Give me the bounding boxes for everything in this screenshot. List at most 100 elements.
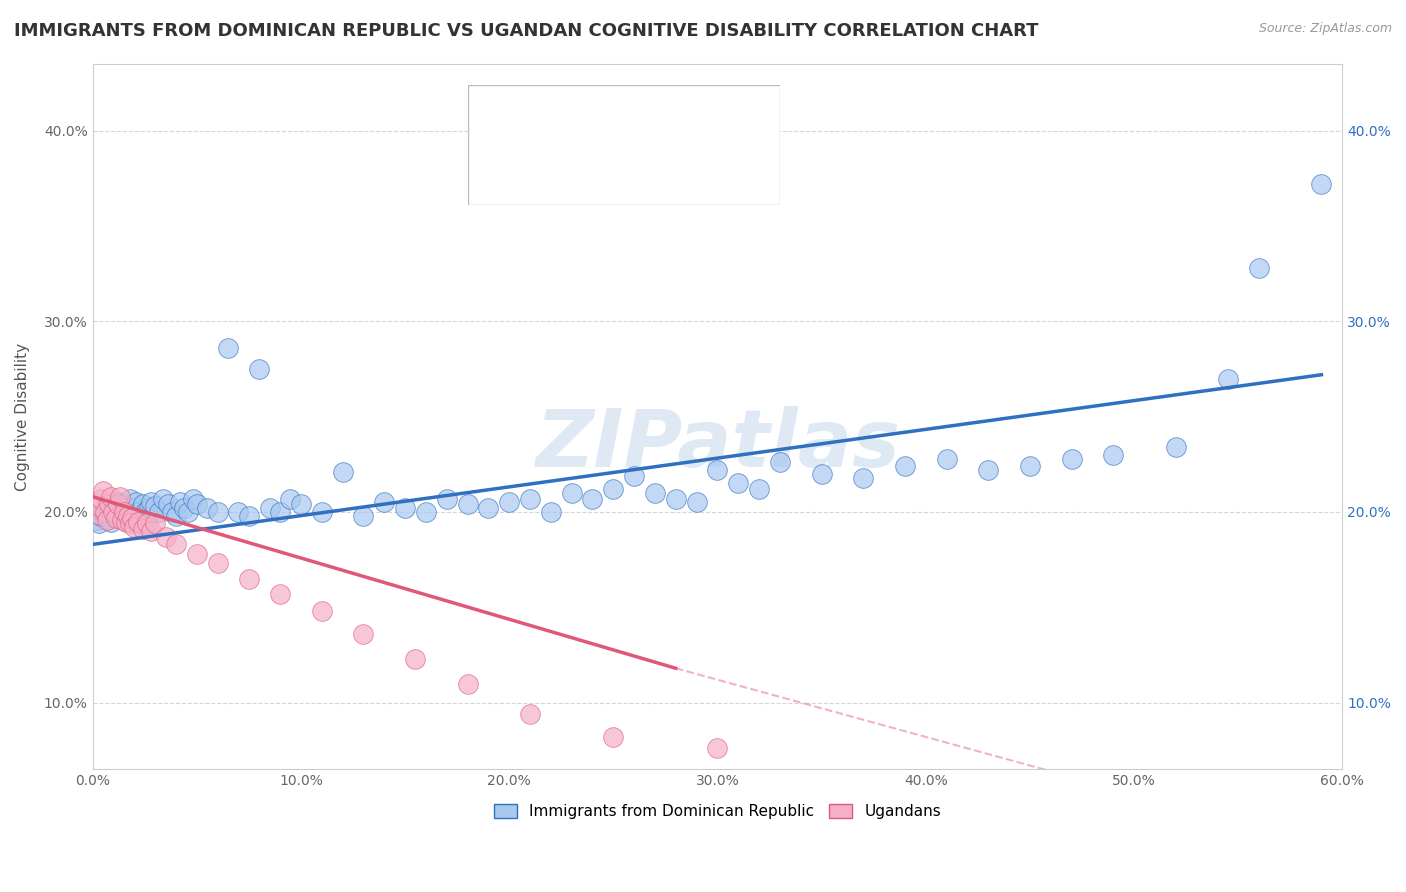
Point bbox=[373, 495, 395, 509]
Point bbox=[1216, 371, 1239, 385]
Point bbox=[120, 516, 142, 531]
Point bbox=[581, 491, 603, 506]
Point bbox=[115, 515, 138, 529]
Point bbox=[98, 497, 121, 511]
Point bbox=[121, 505, 143, 519]
Point bbox=[177, 505, 200, 519]
Point bbox=[108, 490, 131, 504]
Point bbox=[685, 495, 707, 509]
Point bbox=[135, 508, 157, 523]
Point bbox=[644, 486, 666, 500]
Point bbox=[332, 465, 354, 479]
Point bbox=[86, 513, 108, 527]
Point bbox=[91, 505, 114, 519]
Point bbox=[165, 508, 187, 523]
Point bbox=[415, 505, 437, 519]
Point bbox=[519, 706, 541, 721]
Point bbox=[131, 522, 153, 536]
Point bbox=[852, 471, 875, 485]
Point bbox=[87, 500, 110, 514]
Text: IMMIGRANTS FROM DOMINICAN REPUBLIC VS UGANDAN COGNITIVE DISABILITY CORRELATION C: IMMIGRANTS FROM DOMINICAN REPUBLIC VS UG… bbox=[14, 22, 1039, 40]
Point bbox=[1164, 440, 1187, 454]
Point bbox=[108, 505, 131, 519]
Point bbox=[810, 467, 832, 481]
Point bbox=[156, 497, 179, 511]
Point bbox=[977, 463, 1000, 477]
Point bbox=[103, 505, 125, 519]
Point bbox=[404, 652, 426, 666]
Point bbox=[238, 508, 260, 523]
Point bbox=[748, 482, 770, 496]
Point bbox=[115, 501, 138, 516]
Point bbox=[131, 497, 153, 511]
Point bbox=[280, 491, 302, 506]
Point bbox=[769, 455, 792, 469]
Point bbox=[311, 505, 333, 519]
Point bbox=[111, 513, 134, 527]
Point bbox=[706, 463, 728, 477]
Point bbox=[127, 505, 149, 519]
Point bbox=[125, 495, 148, 509]
Text: ZIPatlas: ZIPatlas bbox=[534, 406, 900, 483]
Point bbox=[112, 497, 135, 511]
Point bbox=[457, 497, 479, 511]
Point bbox=[94, 505, 117, 519]
Point bbox=[352, 508, 374, 523]
Point bbox=[207, 505, 229, 519]
Point bbox=[103, 500, 125, 514]
Point bbox=[519, 491, 541, 506]
Point bbox=[94, 501, 117, 516]
Point bbox=[112, 505, 135, 519]
Point bbox=[160, 505, 183, 519]
Point bbox=[138, 501, 160, 516]
Point bbox=[498, 495, 520, 509]
Point bbox=[120, 491, 142, 506]
Point bbox=[186, 547, 208, 561]
Point bbox=[90, 491, 112, 506]
Point bbox=[394, 501, 416, 516]
Point bbox=[727, 476, 749, 491]
Point bbox=[1247, 260, 1270, 275]
Point bbox=[665, 491, 688, 506]
Point bbox=[107, 495, 129, 509]
Point bbox=[134, 505, 156, 519]
Point bbox=[247, 362, 270, 376]
Point bbox=[117, 508, 139, 523]
Point bbox=[104, 507, 127, 521]
Point bbox=[87, 516, 110, 531]
Point bbox=[91, 483, 114, 498]
Point bbox=[104, 510, 127, 524]
Text: Source: ZipAtlas.com: Source: ZipAtlas.com bbox=[1258, 22, 1392, 36]
Point bbox=[352, 627, 374, 641]
Point bbox=[139, 495, 162, 509]
Point bbox=[100, 490, 122, 504]
Point bbox=[100, 515, 122, 529]
Point bbox=[139, 524, 162, 538]
Point bbox=[152, 491, 174, 506]
Point bbox=[173, 501, 195, 516]
Point bbox=[98, 503, 121, 517]
Point bbox=[1018, 459, 1040, 474]
Legend: Immigrants from Dominican Republic, Ugandans: Immigrants from Dominican Republic, Ugan… bbox=[488, 797, 948, 825]
Point bbox=[96, 510, 118, 524]
Point bbox=[143, 500, 166, 514]
Point bbox=[155, 530, 177, 544]
Point bbox=[90, 508, 112, 523]
Point bbox=[96, 513, 118, 527]
Point bbox=[217, 341, 239, 355]
Point bbox=[269, 505, 291, 519]
Point bbox=[477, 501, 499, 516]
Point bbox=[195, 501, 218, 516]
Point bbox=[706, 741, 728, 756]
Point bbox=[107, 497, 129, 511]
Point bbox=[186, 497, 208, 511]
Point bbox=[457, 676, 479, 690]
Point bbox=[602, 482, 624, 496]
Point bbox=[143, 516, 166, 531]
Point bbox=[181, 491, 204, 506]
Point bbox=[117, 508, 139, 523]
Point bbox=[124, 501, 146, 516]
Point bbox=[86, 507, 108, 521]
Point bbox=[602, 730, 624, 744]
Point bbox=[1102, 448, 1125, 462]
